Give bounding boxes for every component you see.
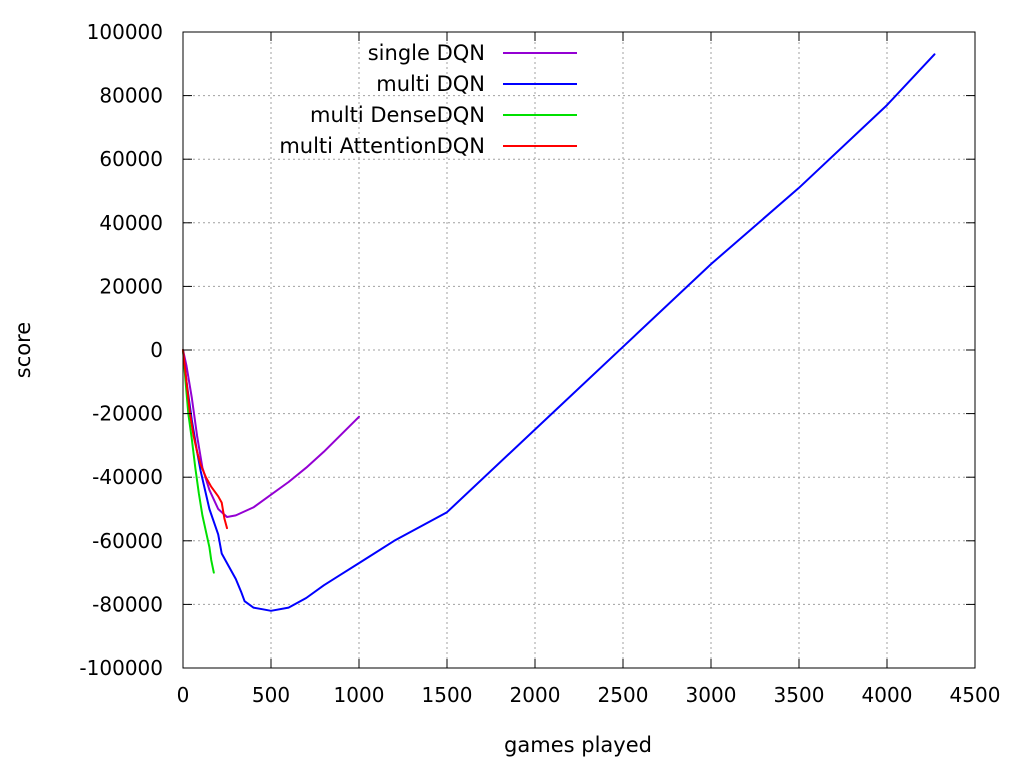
y-tick-label: 100000 — [87, 20, 163, 44]
y-tick-label: -60000 — [92, 529, 163, 553]
y-tick-label: 20000 — [99, 274, 163, 298]
series-line-single-dqn — [182, 349, 360, 518]
x-tick-label: 4000 — [862, 683, 913, 707]
legend-label-single-dqn: single DQN — [368, 41, 485, 65]
tick-labels: 0 500 1000 1500 2000 2500 3000 3500 4000 4500 -100… — [79, 20, 1000, 707]
y-tick-label: -100000 — [79, 656, 163, 680]
y-tick-label: 0 — [150, 338, 163, 362]
y-tick-label: 40000 — [99, 211, 163, 235]
x-axis-label: games played — [504, 733, 652, 757]
y-tick-label: 80000 — [99, 84, 163, 108]
series-line-multi-attentiondqn — [182, 349, 228, 530]
legend-label-multi-densedqn: multi DenseDQN — [310, 103, 485, 127]
legend-label-multi-dqn: multi DQN — [376, 72, 485, 96]
x-tick-label: 3000 — [686, 683, 737, 707]
series-lines — [182, 53, 936, 612]
x-tick-label: 1500 — [422, 683, 473, 707]
x-tick-label: 2500 — [598, 683, 649, 707]
y-tick-label: -40000 — [92, 465, 163, 489]
y-axis-label: score — [11, 322, 35, 378]
x-tick-label: 2000 — [510, 683, 561, 707]
y-tick-label: -80000 — [92, 592, 163, 616]
x-tick-label: 500 — [252, 683, 290, 707]
axis-ticks — [182, 31, 976, 669]
x-tick-label: 4500 — [950, 683, 1001, 707]
y-tick-label: -20000 — [92, 402, 163, 426]
legend: single DQN multi DQN multi DenseDQN multi A… — [279, 41, 577, 158]
x-tick-label: 0 — [177, 683, 190, 707]
grid-lines — [183, 32, 975, 668]
series-line-multi-dqn — [182, 53, 936, 612]
y-tick-label: 60000 — [99, 147, 163, 171]
x-tick-label: 1000 — [334, 683, 385, 707]
legend-label-multi-attentiondqn: multi AttentionDQN — [279, 134, 485, 158]
series-line-multi-densedqn — [182, 349, 215, 574]
x-tick-label: 3500 — [774, 683, 825, 707]
